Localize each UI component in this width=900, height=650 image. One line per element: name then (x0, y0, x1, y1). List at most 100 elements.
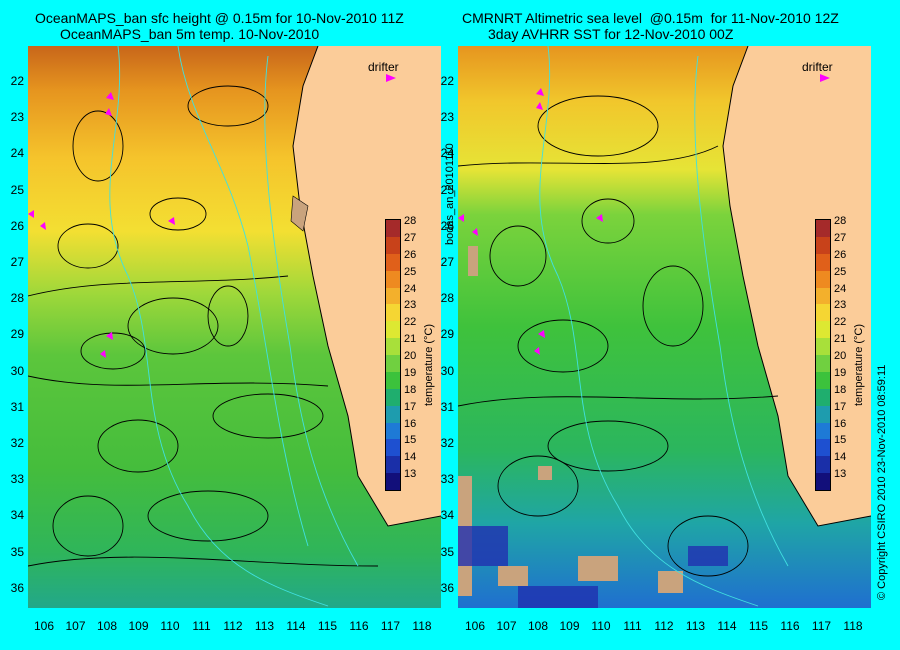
colorbar-tick-label: 15 (834, 434, 847, 447)
x-axis-tick-label: 108 (96, 619, 118, 633)
x-axis-tick-label: 107 (65, 619, 86, 633)
x-axis-tick-label: 110 (160, 619, 180, 633)
colorbar-tick-label: 17 (834, 400, 847, 413)
left-drifter-legend-icon (386, 74, 396, 82)
x-axis-tick-label: 116 (780, 619, 800, 633)
x-axis-tick-label: 107 (496, 619, 517, 633)
colorbar-tick-label: 19 (404, 366, 417, 379)
y-axis-tick-label: 30 (440, 363, 454, 378)
y-axis-tick-label: 32 (10, 436, 24, 450)
colorbar-swatch (386, 405, 400, 423)
colorbar-tick-label: 13 (834, 468, 847, 481)
colorbar-swatch (386, 304, 400, 322)
colorbar-swatch (386, 422, 400, 440)
x-axis-tick-label: 113 (685, 619, 706, 633)
right-drifter-markers (458, 88, 603, 355)
right-drifter-label: drifter (802, 60, 833, 74)
colorbar-tick-label: 16 (404, 417, 417, 430)
right-title-line2: 3day AVHRR SST for 12-Nov-2010 00Z (488, 26, 734, 42)
y-axis-tick-label: 33 (10, 472, 24, 487)
y-axis-tick-label: 34 (440, 508, 454, 523)
left-title-line1: OceanMAPS_ban sfc height @ 0.15m for 10-… (35, 10, 404, 26)
colorbar-swatch (386, 388, 400, 406)
right-title-line1: CMRNRT Altimetric sea level @0.15m for 1… (462, 10, 839, 26)
right-vertical-copyright: © Copyright CSIRO 2010 23-Nov-2010 08:59… (876, 364, 888, 600)
colorbar-swatch (816, 270, 830, 288)
left-vertical-label: bodas_an_20101110 (444, 143, 456, 245)
colorbar-tick-label: 15 (404, 434, 417, 447)
colorbar-swatch (816, 405, 830, 423)
colorbar-swatch (816, 439, 830, 457)
colorbar-tick-label: 28 (404, 215, 417, 227)
colorbar-swatch (816, 338, 830, 355)
colorbar-swatch (386, 321, 400, 339)
colorbar-tick-label: 24 (834, 282, 847, 295)
colorbar-tick-label: 20 (834, 350, 847, 362)
colorbar-swatch (386, 287, 400, 305)
y-axis-tick-label: 26 (10, 218, 24, 233)
colorbar-tick-label: 18 (404, 383, 417, 396)
y-axis-tick-label: 33 (440, 472, 454, 487)
y-axis-tick-label: 23 (10, 110, 24, 125)
y-axis-tick-label: 26 (440, 218, 454, 233)
x-axis-tick-label: 111 (623, 619, 642, 633)
colorbar-tick-label: 26 (834, 248, 847, 261)
colorbar-tick-label: 16 (834, 417, 847, 430)
colorbar-tick-label: 23 (404, 299, 417, 312)
colorbar-swatch (386, 338, 400, 355)
y-axis-tick-label: 23 (440, 110, 454, 125)
x-axis-tick-label: 115 (748, 619, 769, 633)
left-colorbar (385, 219, 401, 491)
x-axis-tick-label: 113 (254, 619, 275, 633)
colorbar-tick-label: 17 (404, 400, 417, 413)
x-axis-tick-label: 111 (192, 619, 211, 633)
y-axis-tick-label: 34 (10, 508, 24, 523)
y-axis-tick-label: 35 (440, 544, 454, 559)
colorbar-swatch (816, 236, 830, 254)
x-axis-tick-label: 117 (380, 619, 401, 633)
y-axis-tick-label: 24 (440, 146, 454, 161)
colorbar-swatch (816, 473, 830, 490)
x-axis-tick-label: 109 (559, 619, 580, 633)
colorbar-tick-label: 19 (834, 366, 847, 379)
x-axis-tick-label: 109 (128, 619, 149, 633)
colorbar-swatch (816, 304, 830, 322)
right-map-panel[interactable]: drifter 28 27 26 25 24 23 22 21 20 19 18 17 16 15 14 13… (458, 46, 871, 608)
colorbar-tick-label: 28 (834, 215, 847, 227)
right-colorbar-title: temperature (°C) (853, 323, 865, 406)
y-axis-tick-label: 36 (440, 580, 454, 595)
colorbar-tick-label: 26 (404, 248, 417, 261)
x-axis-tick-label: 116 (349, 619, 369, 633)
left-sea-area (28, 46, 441, 608)
y-axis-tick-label: 27 (440, 255, 454, 269)
colorbar-swatch (386, 253, 400, 271)
y-axis-tick-label: 25 (10, 182, 24, 197)
left-map-panel[interactable]: drifter 28 27 26 25 24 23 22 21 20 19 18 17 16 15 14 13… (28, 46, 441, 608)
colorbar-swatch (816, 456, 830, 474)
right-colorbar (815, 219, 831, 491)
colorbar-swatch (386, 355, 400, 372)
colorbar-swatch (816, 371, 830, 389)
colorbar-tick-label: 21 (834, 333, 847, 346)
y-axis-tick-label: 28 (440, 291, 454, 306)
y-axis-tick-label: 32 (440, 436, 454, 450)
colorbar-tick-label: 14 (834, 451, 847, 464)
colorbar-tick-label: 25 (834, 265, 847, 278)
y-axis-tick-label: 25 (440, 182, 454, 197)
x-axis-tick-label: 117 (811, 619, 832, 633)
x-axis-tick-label: 110 (591, 619, 611, 633)
colorbar-swatch (816, 321, 830, 339)
x-axis-tick-label: 112 (223, 619, 243, 633)
y-axis-tick-label: 30 (10, 363, 24, 378)
right-coastline (722, 46, 871, 527)
y-axis-tick-label: 27 (10, 255, 24, 269)
colorbar-tick-label: 22 (834, 316, 847, 329)
colorbar-tick-label: 27 (404, 231, 417, 244)
right-sea-area (458, 46, 871, 608)
x-axis-tick-label: 112 (654, 619, 674, 633)
colorbar-swatch (816, 287, 830, 305)
y-axis-tick-label: 24 (10, 146, 24, 161)
y-axis-tick-label: 22 (10, 74, 24, 88)
left-drifter-markers (28, 92, 175, 358)
colorbar-swatch (816, 253, 830, 271)
